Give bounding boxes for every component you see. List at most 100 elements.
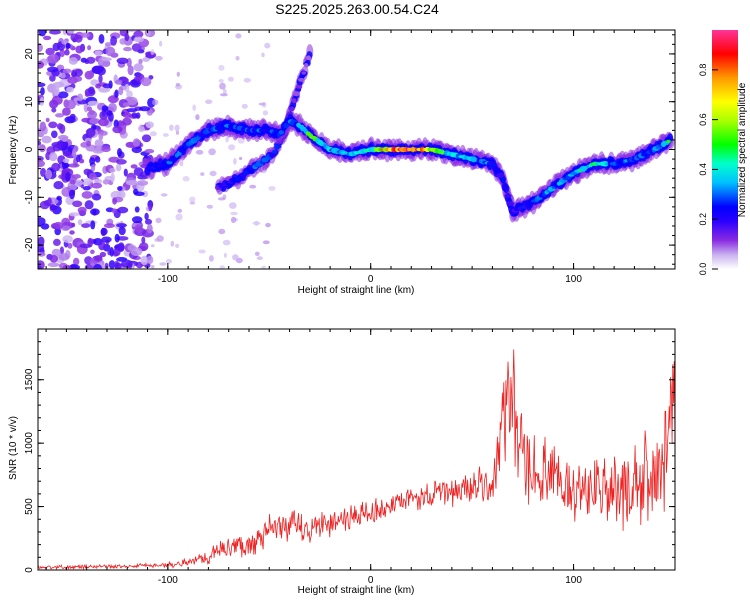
- noise-blob: [108, 260, 116, 269]
- noise-blob: [144, 218, 153, 225]
- noise-blob: [230, 211, 238, 216]
- noise-blob: [265, 222, 271, 228]
- noise-blob: [155, 217, 162, 224]
- noise-blob: [100, 227, 108, 236]
- noise-blob: [89, 157, 96, 165]
- snr-marks: [38, 349, 675, 570]
- noise-blob: [123, 102, 130, 107]
- noise-blob: [131, 112, 138, 119]
- noise-blob: [53, 86, 60, 96]
- noise-blob: [82, 186, 91, 191]
- noise-blob: [139, 242, 149, 252]
- colorbar-ticks: 0.0 0.2 0.4 0.6 0.8: [698, 64, 718, 275]
- noise-blob: [218, 79, 224, 83]
- noise-blob: [113, 119, 119, 128]
- noise-blob: [65, 99, 76, 110]
- noise-blob: [156, 235, 164, 242]
- noise-blob: [218, 64, 225, 71]
- noise-blob: [38, 265, 42, 269]
- noise-blob: [140, 77, 152, 87]
- noise-blob: [233, 157, 237, 165]
- snr-frame: [37, 328, 676, 571]
- noise-blob: [90, 208, 100, 216]
- snr-x-label: Height of straight line (km): [298, 585, 415, 596]
- noise-blob: [101, 57, 112, 62]
- y-tick-label: 20: [24, 48, 35, 60]
- noise-blob: [209, 170, 217, 177]
- noise-blob: [89, 118, 101, 125]
- noise-blob: [69, 179, 76, 185]
- noise-blob: [125, 179, 138, 186]
- noise-blob: [116, 223, 127, 228]
- noise-blob: [72, 200, 83, 208]
- noise-blob: [134, 224, 143, 233]
- secondary-ridge-core: [301, 71, 306, 75]
- noise-blob: [268, 186, 276, 191]
- ridge-body: [667, 133, 674, 142]
- noise-blob: [133, 167, 144, 177]
- noise-blob: [40, 223, 50, 230]
- secondary-ridge-core: [274, 144, 280, 150]
- noise-blob: [160, 193, 168, 197]
- colorbar-label: Normalized spectral amplitude: [737, 82, 748, 217]
- noise-blob: [239, 156, 243, 161]
- noise-blob: [73, 145, 79, 152]
- noise-blob: [68, 212, 80, 217]
- noise-blob: [116, 57, 129, 64]
- noise-blob: [57, 134, 69, 141]
- noise-blob: [92, 147, 104, 154]
- noise-blob: [101, 146, 111, 153]
- noise-blob: [136, 180, 149, 186]
- noise-blob: [53, 181, 64, 190]
- noise-blob: [179, 160, 184, 167]
- noise-blob: [249, 184, 257, 189]
- noise-blob: [235, 56, 240, 61]
- noise-blob: [141, 236, 146, 244]
- noise-blob: [87, 45, 92, 51]
- noise-blob: [87, 237, 93, 248]
- y-tick-label: -10: [24, 190, 35, 205]
- noise-blob: [98, 74, 103, 84]
- noise-blob: [230, 216, 237, 223]
- noise-blob: [48, 121, 58, 129]
- ridge-core: [502, 185, 508, 190]
- noise-blob: [123, 168, 128, 177]
- noise-blob: [88, 172, 97, 181]
- noise-blob: [200, 172, 205, 176]
- colorbar-tick-label: 0.6: [698, 113, 708, 126]
- noise-blob: [133, 30, 144, 38]
- noise-blob: [62, 235, 73, 243]
- noise-blob: [47, 262, 60, 268]
- noise-blob: [101, 105, 109, 112]
- noise-blob: [105, 46, 116, 57]
- noise-blob: [135, 112, 141, 119]
- noise-blob: [195, 149, 204, 155]
- noise-blob: [88, 109, 95, 116]
- noise-blob: [112, 197, 117, 205]
- ridge-core: [493, 165, 499, 171]
- noise-blob: [256, 256, 263, 261]
- noise-blob: [133, 63, 144, 72]
- noise-blob: [177, 208, 183, 213]
- noise-blob: [102, 59, 111, 68]
- noise-blob: [262, 240, 270, 245]
- noise-blob: [133, 191, 145, 197]
- noise-blob: [126, 108, 138, 113]
- noise-blob: [65, 42, 71, 49]
- noise-blob: [43, 35, 52, 41]
- noise-blob: [98, 118, 109, 127]
- noise-blob: [41, 135, 52, 144]
- noise-blob: [228, 76, 234, 82]
- secondary-ridge-core: [291, 98, 297, 104]
- noise-blob: [49, 254, 58, 263]
- secondary-ridge-core: [304, 63, 309, 68]
- noise-blob: [218, 228, 226, 235]
- noise-blob: [39, 200, 50, 210]
- noise-blob: [86, 127, 96, 138]
- noise-blob: [206, 204, 213, 209]
- noise-blob: [38, 43, 43, 53]
- noise-blob: [38, 243, 45, 253]
- noise-blob: [67, 242, 73, 249]
- noise-blob: [49, 30, 61, 35]
